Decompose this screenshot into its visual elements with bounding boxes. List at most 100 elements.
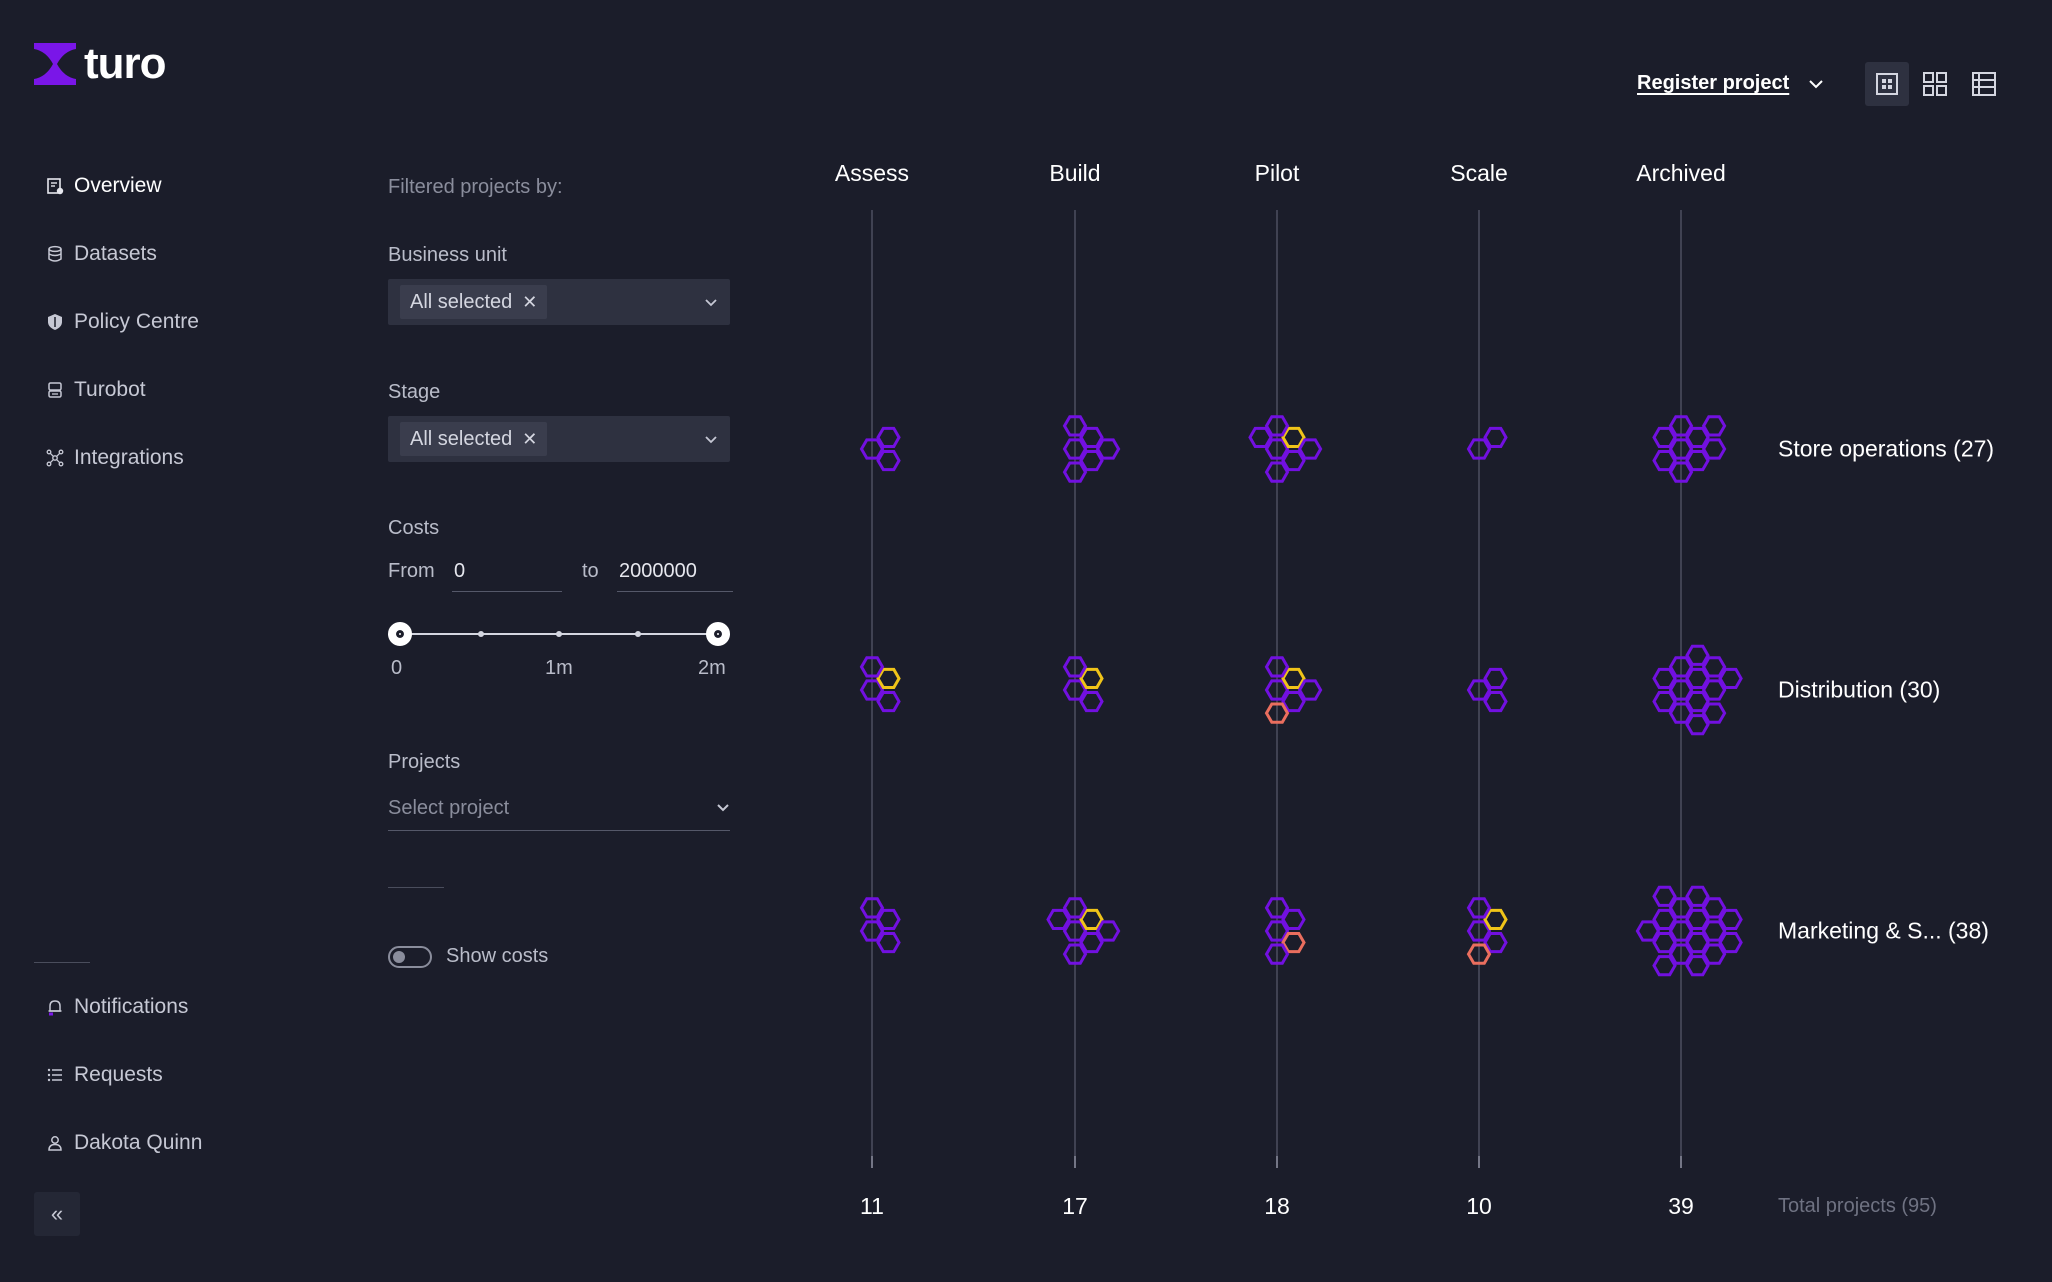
- project-hexagon[interactable]: [1264, 656, 1290, 678]
- project-hexagon[interactable]: [1652, 426, 1677, 448]
- business-unit-chip[interactable]: All selected ✕: [400, 285, 548, 319]
- project-hexagon[interactable]: [1701, 415, 1727, 437]
- slider-min-handle[interactable]: [388, 622, 412, 646]
- project-hexagon[interactable]: [1264, 679, 1290, 701]
- project-hexagon[interactable]: [1652, 932, 1677, 954]
- costs-to-input[interactable]: [617, 558, 733, 592]
- project-hexagon[interactable]: [1466, 438, 1492, 460]
- project-hexagon[interactable]: [859, 897, 885, 919]
- project-hexagon[interactable]: [1264, 461, 1290, 483]
- project-hexagon[interactable]: [1685, 644, 1710, 666]
- project-hexagon[interactable]: [1079, 667, 1104, 689]
- project-hexagon[interactable]: [1281, 667, 1306, 689]
- view-grid-button[interactable]: [1913, 62, 1957, 106]
- project-hexagon[interactable]: [1668, 943, 1694, 965]
- show-costs-control[interactable]: Show costs: [388, 945, 548, 968]
- project-hexagon[interactable]: [1652, 908, 1677, 930]
- project-hexagon[interactable]: [1668, 702, 1694, 724]
- project-hexagon[interactable]: [1652, 955, 1677, 977]
- project-hexagon[interactable]: [1685, 714, 1710, 736]
- project-hexagon[interactable]: [1062, 656, 1088, 678]
- view-table-button[interactable]: [1962, 62, 2006, 106]
- project-hexagon[interactable]: [1685, 691, 1710, 713]
- project-hexagon[interactable]: [1668, 656, 1694, 678]
- project-hexagon[interactable]: [1062, 920, 1088, 942]
- project-hexagon[interactable]: [1635, 920, 1661, 942]
- project-hexagon[interactable]: [1685, 955, 1710, 977]
- project-hexagon[interactable]: [1466, 679, 1492, 701]
- project-hexagon[interactable]: [1062, 943, 1088, 965]
- project-hexagon[interactable]: [1062, 461, 1088, 483]
- project-hexagon[interactable]: [1264, 897, 1290, 919]
- project-hexagon[interactable]: [1483, 691, 1508, 713]
- project-hexagon[interactable]: [1281, 908, 1306, 930]
- project-hexagon[interactable]: [876, 450, 901, 472]
- project-hexagon[interactable]: [1685, 885, 1710, 907]
- project-hexagon[interactable]: [1483, 932, 1508, 954]
- project-hexagon[interactable]: [1281, 450, 1306, 472]
- slider-max-handle[interactable]: [706, 622, 730, 646]
- project-hexagon[interactable]: [876, 667, 901, 689]
- project-hexagon[interactable]: [859, 438, 885, 460]
- project-hexagon[interactable]: [876, 691, 901, 713]
- project-hexagon[interactable]: [1466, 897, 1492, 919]
- sidebar-item-requests[interactable]: Requests: [46, 1063, 163, 1087]
- project-hexagon[interactable]: [1466, 943, 1492, 965]
- project-hexagon[interactable]: [876, 426, 901, 448]
- costs-from-input[interactable]: [452, 558, 562, 592]
- project-hexagon[interactable]: [1652, 450, 1677, 472]
- project-hexagon[interactable]: [1701, 679, 1727, 701]
- project-hexagon[interactable]: [859, 679, 885, 701]
- project-select[interactable]: Select project: [388, 797, 730, 831]
- project-hexagon[interactable]: [1062, 438, 1088, 460]
- project-hexagon[interactable]: [1668, 920, 1694, 942]
- project-hexagon[interactable]: [859, 920, 885, 942]
- project-hexagon[interactable]: [1062, 415, 1088, 437]
- project-hexagon[interactable]: [1095, 920, 1121, 942]
- sidebar-item-profile[interactable]: Dakota Quinn: [46, 1131, 202, 1155]
- project-hexagon[interactable]: [1668, 679, 1694, 701]
- chevron-down-icon[interactable]: [1807, 75, 1825, 93]
- project-hexagon[interactable]: [1281, 426, 1306, 448]
- project-hexagon[interactable]: [1652, 667, 1677, 689]
- view-grid-small-button[interactable]: [1865, 62, 1909, 106]
- project-hexagon[interactable]: [1701, 943, 1727, 965]
- sidebar-item-policy-centre[interactable]: Policy Centre: [46, 310, 199, 334]
- project-hexagon[interactable]: [1264, 943, 1290, 965]
- project-hexagon[interactable]: [1264, 702, 1290, 724]
- sidebar-item-integrations[interactable]: Integrations: [46, 446, 184, 470]
- project-hexagon[interactable]: [1652, 885, 1677, 907]
- project-hexagon[interactable]: [876, 908, 901, 930]
- sidebar-item-datasets[interactable]: Datasets: [46, 242, 157, 266]
- business-unit-select[interactable]: All selected ✕: [388, 279, 730, 325]
- project-hexagon[interactable]: [859, 656, 885, 678]
- project-hexagon[interactable]: [1701, 438, 1727, 460]
- register-project-link[interactable]: Register project: [1637, 72, 1790, 94]
- project-hexagon[interactable]: [1466, 920, 1492, 942]
- project-hexagon[interactable]: [1483, 908, 1508, 930]
- collapse-sidebar-button[interactable]: «: [34, 1192, 80, 1236]
- project-hexagon[interactable]: [1701, 702, 1727, 724]
- project-hexagon[interactable]: [1297, 438, 1323, 460]
- project-hexagon[interactable]: [1079, 426, 1104, 448]
- sidebar-item-notifications[interactable]: Notifications: [46, 995, 188, 1019]
- sidebar-item-overview[interactable]: Overview: [46, 174, 162, 198]
- close-icon[interactable]: ✕: [522, 428, 538, 449]
- project-hexagon[interactable]: [1248, 426, 1273, 448]
- project-hexagon[interactable]: [1079, 691, 1104, 713]
- project-hexagon[interactable]: [1685, 426, 1710, 448]
- project-hexagon[interactable]: [1264, 920, 1290, 942]
- project-hexagon[interactable]: [1701, 897, 1727, 919]
- project-hexagon[interactable]: [1685, 667, 1710, 689]
- project-hexagon[interactable]: [1281, 691, 1306, 713]
- costs-slider[interactable]: [388, 620, 730, 648]
- project-hexagon[interactable]: [1718, 932, 1743, 954]
- project-hexagon[interactable]: [1668, 461, 1694, 483]
- project-hexagon[interactable]: [1079, 450, 1104, 472]
- project-hexagon[interactable]: [1062, 679, 1088, 701]
- show-costs-toggle[interactable]: [388, 945, 432, 968]
- project-hexagon[interactable]: [1281, 932, 1306, 954]
- stage-select[interactable]: All selected ✕: [388, 416, 730, 462]
- project-hexagon[interactable]: [1483, 667, 1508, 689]
- project-hexagon[interactable]: [1701, 656, 1727, 678]
